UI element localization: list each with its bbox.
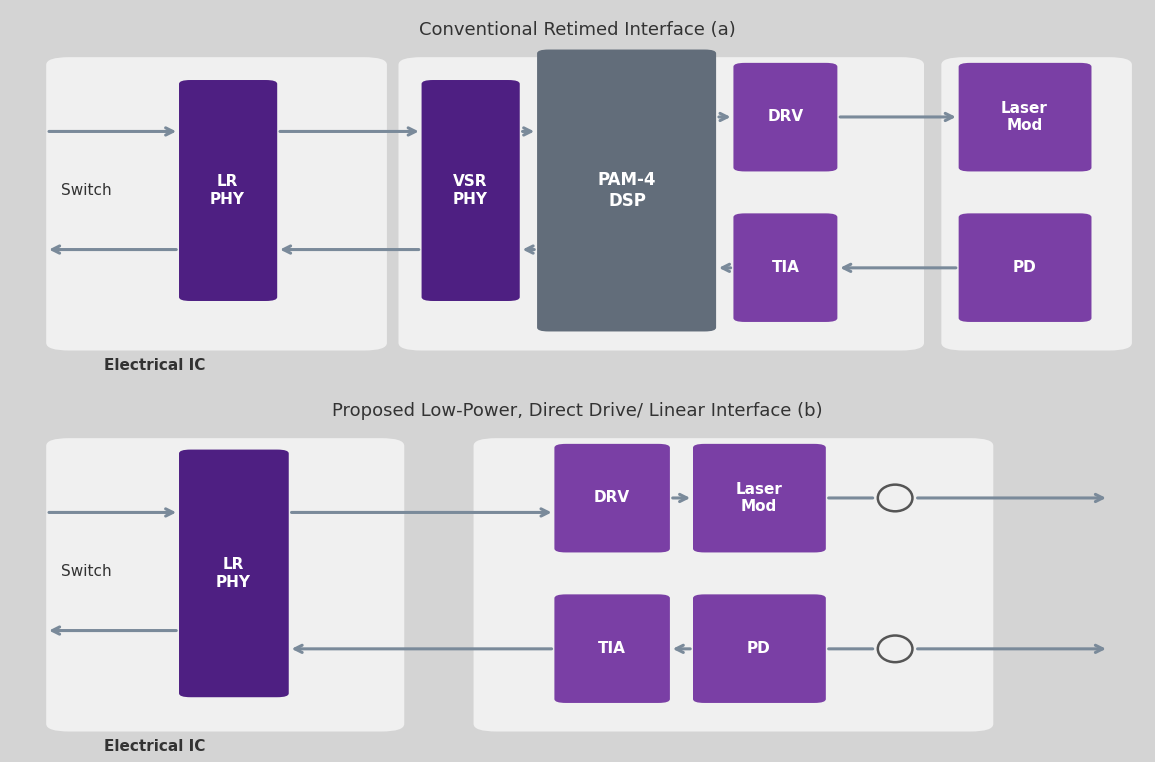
FancyBboxPatch shape [554,443,670,552]
FancyBboxPatch shape [959,63,1091,171]
Text: TIA: TIA [772,261,799,275]
FancyBboxPatch shape [537,50,716,331]
FancyBboxPatch shape [693,594,826,703]
Text: Switch: Switch [61,564,112,579]
Text: Proposed Low-Power, Direct Drive/ Linear Interface (b): Proposed Low-Power, Direct Drive/ Linear… [333,402,822,421]
Text: LR
PHY: LR PHY [216,557,251,590]
FancyBboxPatch shape [179,80,277,301]
Text: DRV: DRV [594,491,631,505]
Text: PAM-4
DSP: PAM-4 DSP [598,171,656,210]
FancyBboxPatch shape [179,450,289,697]
Text: DRV: DRV [767,110,804,124]
FancyBboxPatch shape [422,80,520,301]
Text: Electrical IC: Electrical IC [104,739,206,754]
FancyBboxPatch shape [733,63,837,171]
Text: Laser
Mod: Laser Mod [1001,101,1048,133]
FancyBboxPatch shape [733,213,837,322]
Text: Electrical IC: Electrical IC [104,358,206,373]
Text: Switch: Switch [61,183,112,198]
Text: LR
PHY: LR PHY [210,174,245,207]
FancyBboxPatch shape [46,57,387,351]
FancyBboxPatch shape [941,57,1132,351]
FancyBboxPatch shape [693,443,826,552]
Text: TIA: TIA [598,642,626,656]
FancyBboxPatch shape [474,438,993,732]
Text: VSR
PHY: VSR PHY [453,174,487,207]
FancyBboxPatch shape [46,438,404,732]
Text: Laser
Mod: Laser Mod [736,482,782,514]
FancyBboxPatch shape [398,57,924,351]
FancyBboxPatch shape [959,213,1091,322]
FancyBboxPatch shape [554,594,670,703]
Text: Conventional Retimed Interface (a): Conventional Retimed Interface (a) [419,21,736,40]
Text: PD: PD [747,642,770,656]
Text: PD: PD [1013,261,1036,275]
